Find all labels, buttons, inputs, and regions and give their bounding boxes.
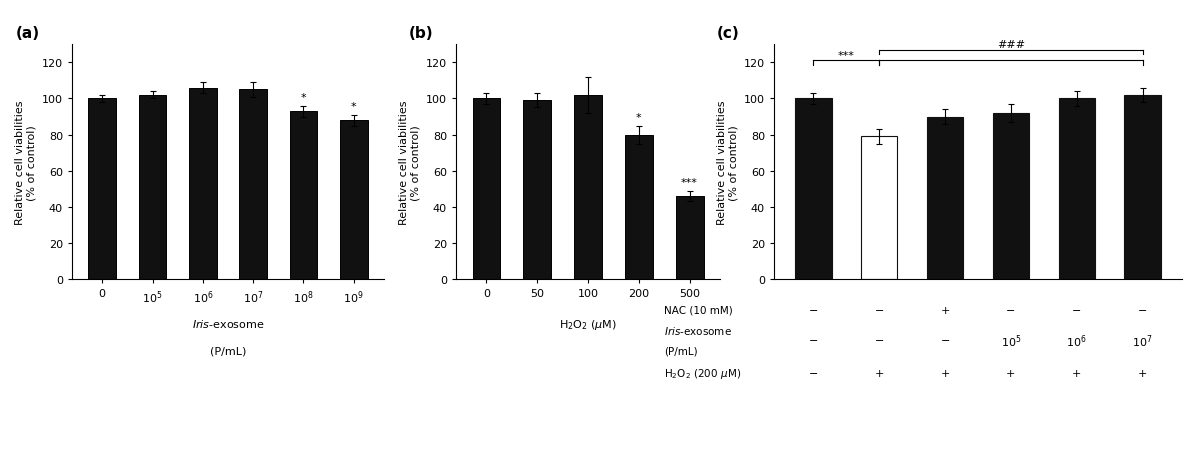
Bar (992, 114, 1030, 280)
Bar (89, 99, 116, 280)
Text: H$_2$O$_2$ ($\mu$M): H$_2$O$_2$ ($\mu$M) (559, 317, 617, 331)
Text: −: − (941, 336, 949, 345)
Text: ***: *** (838, 51, 854, 60)
Bar (239, 90, 268, 280)
Bar (190, 88, 217, 280)
Bar (862, 137, 898, 280)
Bar (796, 99, 832, 280)
Text: −: − (809, 368, 818, 378)
Text: H$_2$O$_2$ (200 $\mu$M): H$_2$O$_2$ (200 $\mu$M) (664, 367, 740, 380)
Text: −: − (1072, 305, 1081, 315)
Text: $10^{6}$: $10^{6}$ (1067, 332, 1087, 349)
Text: −: − (1007, 305, 1015, 315)
Bar (928, 117, 964, 280)
Text: −: − (809, 305, 818, 315)
Y-axis label: Relative cell viabilities
(% of control): Relative cell viabilities (% of control) (14, 100, 36, 225)
Bar (523, 101, 551, 280)
Text: $10^{5}$: $10^{5}$ (1001, 332, 1021, 349)
Text: +: + (1138, 368, 1147, 378)
Bar (1124, 96, 1160, 280)
Bar (139, 96, 167, 280)
Text: +: + (1007, 368, 1015, 378)
Bar (1058, 99, 1094, 280)
Y-axis label: Relative cell viabilities
(% of control): Relative cell viabilities (% of control) (716, 100, 738, 225)
Text: *: * (350, 102, 356, 112)
Bar (574, 96, 602, 280)
Text: −: − (875, 305, 884, 315)
Text: (P/mL): (P/mL) (664, 346, 697, 356)
Text: (c): (c) (716, 26, 739, 41)
Bar (473, 99, 500, 280)
Bar (625, 135, 653, 280)
Text: −: − (809, 336, 818, 345)
Text: (P/mL): (P/mL) (210, 345, 246, 355)
Bar (676, 197, 703, 280)
Text: ***: *** (682, 178, 698, 188)
Bar (289, 112, 317, 280)
Text: (a): (a) (16, 26, 40, 41)
Text: NAC (10 mM): NAC (10 mM) (664, 305, 732, 315)
Text: (b): (b) (408, 26, 433, 41)
Text: *: * (301, 93, 306, 103)
Text: *: * (636, 113, 642, 123)
Text: $\mathit{Iris}$-exosome: $\mathit{Iris}$-exosome (664, 324, 732, 336)
Text: $10^{7}$: $10^{7}$ (1133, 332, 1153, 349)
Text: +: + (941, 305, 949, 315)
Bar (340, 121, 367, 280)
Text: ###: ### (997, 40, 1025, 50)
Text: $\mathit{Iris}$-exosome: $\mathit{Iris}$-exosome (192, 317, 264, 329)
Text: −: − (1138, 305, 1147, 315)
Text: −: − (875, 336, 884, 345)
Text: +: + (941, 368, 949, 378)
Y-axis label: Relative cell viabilities
(% of control): Relative cell viabilities (% of control) (398, 100, 420, 225)
Text: +: + (1072, 368, 1081, 378)
Text: +: + (875, 368, 884, 378)
